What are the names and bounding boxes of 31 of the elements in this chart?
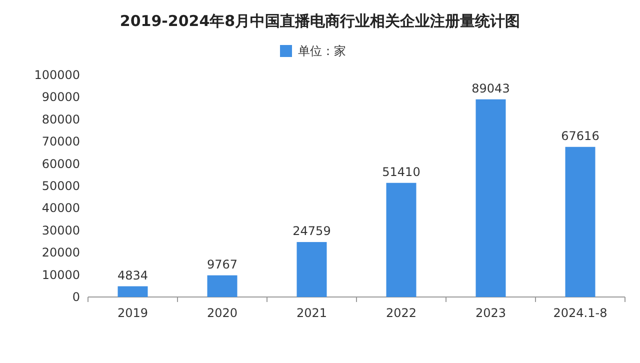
bar [386,182,416,297]
bar [207,275,238,297]
x-tick-label: 2022 [386,306,417,320]
x-tick-label: 2021 [296,306,328,320]
y-tick-label: 60000 [42,156,80,171]
chart-title: 2019-2024年8月中国直播电商行业相关企业注册量统计图 [120,12,520,30]
y-tick-label: 10000 [42,268,80,282]
y-tick-label: 30000 [42,223,80,238]
legend-label: 单位：家 [298,44,346,58]
data-label: 89043 [472,81,510,96]
bar [296,242,327,297]
y-tick-label: 50000 [42,179,80,193]
y-tick-label: 0 [72,290,80,304]
y-tick-label: 40000 [42,201,80,216]
data-label: 67616 [561,128,600,143]
data-label: 9767 [206,257,238,272]
y-tick-label: 100000 [34,68,80,82]
y-tick-label: 80000 [42,112,80,126]
x-tick-label: 2020 [206,306,238,320]
bar [118,286,148,297]
y-tick-label: 70000 [42,134,80,149]
y-tick-label: 90000 [42,90,80,104]
data-label: 4834 [117,268,148,282]
x-tick-label: 2023 [475,306,506,320]
data-label: 24759 [292,224,331,238]
y-tick-label: 20000 [42,246,80,260]
data-label: 51410 [382,164,420,179]
bar [565,146,596,297]
bar [476,99,506,297]
x-tick-label: 2024.1-8 [553,306,608,320]
x-tick-label: 2019 [117,306,148,320]
